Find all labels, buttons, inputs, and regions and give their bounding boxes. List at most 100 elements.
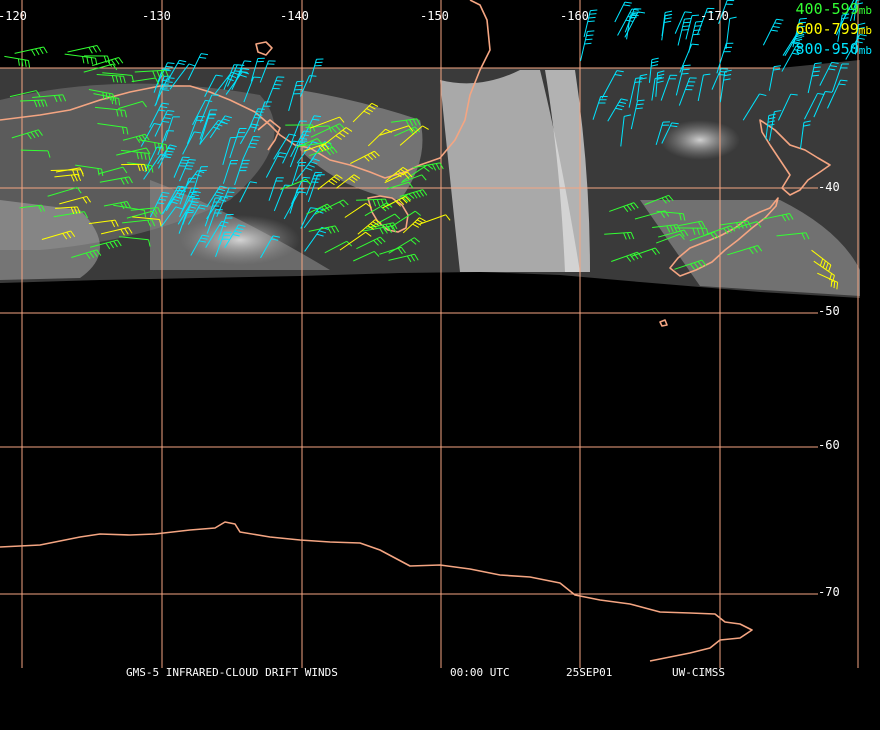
wind-barb-flag	[812, 75, 819, 76]
wind-barb-flag	[665, 11, 672, 12]
wind-barb	[581, 31, 595, 61]
wind-barb-flag	[36, 49, 40, 55]
lon-label-150: -150	[420, 9, 449, 23]
pressure-level-legend: 400-599mb 600-799mb 800-950mb	[796, 0, 872, 60]
wind-barb-flag	[93, 46, 97, 52]
lat-label-50: -50	[818, 304, 840, 318]
legend-item-600-799: 600-799mb	[796, 20, 872, 40]
wind-barb-flag	[685, 12, 692, 13]
wind-barb-flag	[168, 78, 175, 79]
wind-barb-flag	[97, 45, 101, 51]
wind-barb-flag	[684, 22, 691, 23]
wind-barb-flag	[162, 90, 169, 91]
lon-label-170: -170	[700, 9, 729, 23]
wind-barb-flag	[771, 30, 778, 31]
wind-barb-flag	[625, 2, 632, 3]
wind-barb-flag	[258, 109, 265, 110]
island-small	[256, 42, 272, 55]
wind-barb-flag	[166, 82, 173, 83]
wind-barb-flag	[201, 54, 208, 55]
wind-barb-shaft	[726, 19, 730, 50]
wind-barb-flag	[18, 59, 19, 66]
lon-label-130: -130	[142, 9, 171, 23]
wind-barb-flag	[167, 63, 174, 64]
wind-barb-flag	[187, 163, 194, 164]
wind-barb-flag	[628, 16, 635, 17]
wind-barb-flag	[638, 12, 645, 13]
wind-barb-flag	[181, 160, 188, 161]
wind-barb-flag	[166, 66, 173, 67]
wind-barb-flag	[303, 177, 310, 178]
wind-barb-flag	[665, 18, 672, 19]
wind-barb-flag	[584, 43, 591, 44]
wind-barb-flag	[652, 58, 659, 60]
wind-barb-flag	[665, 14, 672, 15]
wind-barb-flag	[626, 20, 633, 21]
wind-barb-flag	[178, 63, 185, 64]
wind-barb-flag	[721, 69, 728, 70]
wind-barb-flag	[682, 73, 689, 74]
wind-barb-flag	[683, 69, 690, 70]
wind-barb-flag	[309, 76, 316, 77]
lon-label-120: -120	[0, 9, 27, 23]
wind-barb	[763, 19, 783, 45]
wind-barb-flag	[815, 63, 822, 64]
product-title: GMS-5 INFRARED-CLOUD DRIFT WINDS	[126, 666, 338, 679]
wind-barb-flag	[775, 23, 782, 24]
infrared-imagery	[0, 60, 860, 298]
lat-label-60: -60	[818, 438, 840, 452]
wind-barb-shaft	[68, 45, 98, 51]
wind-barb-flag	[636, 78, 643, 79]
wind-barb-flag	[776, 19, 783, 20]
satellite-wind-map	[0, 0, 880, 680]
wind-barb-flag	[589, 14, 596, 15]
wind-barb-flag	[814, 67, 821, 68]
wind-barb-flag	[585, 39, 592, 40]
wind-barb-flag	[185, 169, 192, 170]
wind-barb-flag	[730, 17, 737, 18]
wind-barb-flag	[164, 86, 171, 87]
wind-barb-flag	[252, 140, 259, 141]
lon-label-140: -140	[280, 9, 309, 23]
wind-barb-flag	[257, 112, 264, 113]
antarctica-coast	[0, 522, 752, 661]
wind-barb	[662, 14, 672, 40]
wind-barb-shaft	[763, 19, 776, 45]
wind-barb-flag	[87, 57, 88, 64]
wind-barb-flag	[179, 166, 186, 167]
wind-barb-flag	[189, 160, 196, 161]
wind-barb-flag	[692, 44, 699, 45]
wind-barb-flag	[44, 47, 48, 53]
wind-barb	[68, 45, 101, 53]
wind-barb-flag	[720, 72, 727, 73]
legend-item-400-599: 400-599mb	[796, 0, 872, 20]
wind-barb-flag	[96, 58, 97, 65]
wind-barb-flag	[587, 31, 594, 32]
wind-barb-flag	[255, 115, 262, 116]
wind-barb-flag	[684, 65, 691, 66]
wind-barb-flag	[89, 47, 93, 53]
wind-barb-flag	[25, 60, 26, 67]
wind-barb-flag	[188, 196, 195, 197]
wind-barb-flag	[719, 74, 726, 75]
wind-barb-flag	[119, 57, 123, 63]
wind-barb-flag	[244, 61, 251, 62]
lat-label-70: -70	[818, 585, 840, 599]
wind-barb-shaft	[678, 19, 684, 45]
wind-barb-flag	[590, 10, 597, 11]
wind-barb-flag	[651, 65, 658, 67]
wind-barb-flag	[664, 21, 671, 22]
wind-barb-shaft	[4, 56, 28, 60]
wind-barb-flag	[630, 13, 637, 14]
wind-barb-flag	[254, 117, 261, 118]
wind-barb-flag	[180, 163, 187, 164]
wind-barb-flag	[693, 34, 700, 35]
wind-barb-flag	[191, 188, 198, 189]
wind-barb-flag	[40, 48, 44, 54]
wind-barb-flag	[83, 56, 84, 63]
wind-barb-flag	[589, 17, 596, 18]
lat-label-40: -40	[818, 180, 840, 194]
wind-barb-shaft	[15, 47, 44, 53]
wind-barb-flag	[250, 143, 257, 144]
wind-barb-flag	[813, 71, 820, 72]
